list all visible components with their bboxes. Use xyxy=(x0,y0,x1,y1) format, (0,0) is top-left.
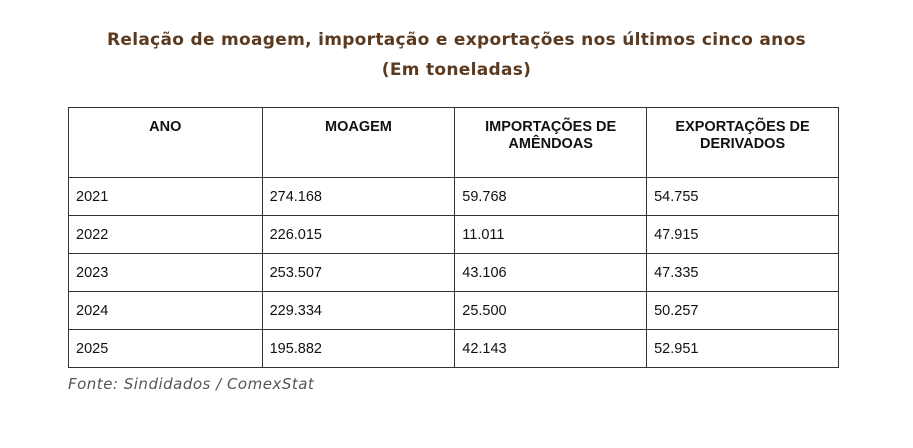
table-cell: 25.500 xyxy=(454,291,648,330)
data-table: ANO MOAGEM IMPORTAÇÕES DE AMÊNDOAS EXPORTAÇ… xyxy=(68,107,839,368)
column-header: IMPORTAÇÕES DE AMÊNDOAS xyxy=(454,107,648,178)
table-cell: 54.755 xyxy=(646,177,839,216)
table-cell: 59.768 xyxy=(454,177,648,216)
table-cell: 274.168 xyxy=(261,177,456,216)
table-cell: 42.143 xyxy=(454,329,648,368)
table-row: 2023 253.507 43.106 47.335 xyxy=(68,253,839,292)
table-cell: 2023 xyxy=(68,253,263,292)
table-cell: 11.011 xyxy=(454,215,648,254)
table-cell: 47.335 xyxy=(646,253,839,292)
table-cell: 2021 xyxy=(68,177,263,216)
table-cell: 43.106 xyxy=(454,253,648,292)
source-note: Fonte: Sindidados / ComexStat xyxy=(68,375,315,393)
table-cell: 2025 xyxy=(68,329,263,368)
table-row: 2025 195.882 42.143 52.951 xyxy=(68,329,839,368)
column-header: EXPORTAÇÕES DE DERIVADOS xyxy=(646,107,839,178)
table-row: 2024 229.334 25.500 50.257 xyxy=(68,291,839,330)
table-cell: 2022 xyxy=(68,215,263,254)
table-body: 2021 274.168 59.768 54.755 2022 226.015 11.011… xyxy=(68,177,839,368)
table-cell: 50.257 xyxy=(646,291,839,330)
column-header: ANO xyxy=(68,107,263,178)
title: Relação de moagem, importação e exportaç… xyxy=(107,30,806,50)
table-row: 2022 226.015 11.011 47.915 xyxy=(68,215,839,254)
table-cell: 253.507 xyxy=(261,253,456,292)
table-cell: 47.915 xyxy=(646,215,839,254)
table-cell: 2024 xyxy=(68,291,263,330)
table-cell: 52.951 xyxy=(646,329,839,368)
table-cell: 229.334 xyxy=(261,291,456,330)
header-row: ANO MOAGEM IMPORTAÇÕES DE AMÊNDOAS EXPORTAÇ… xyxy=(68,107,839,178)
table-row: 2021 274.168 59.768 54.755 xyxy=(68,177,839,216)
subtitle: (Em toneladas) xyxy=(381,60,532,80)
column-header: MOAGEM xyxy=(261,107,456,178)
table-cell: 195.882 xyxy=(261,329,456,368)
table-cell: 226.015 xyxy=(261,215,456,254)
